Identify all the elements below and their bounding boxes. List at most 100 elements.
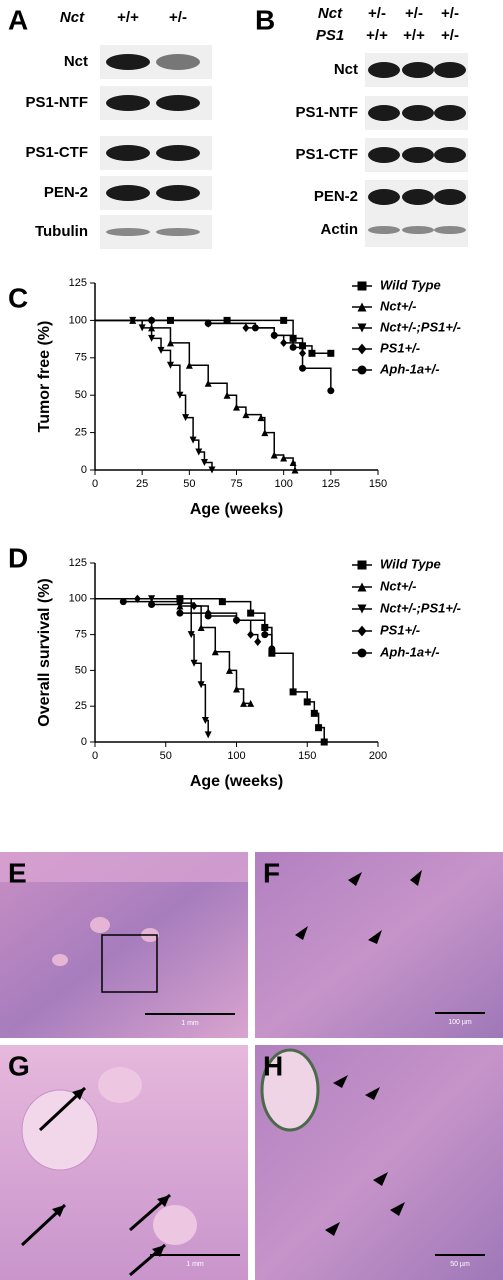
marker [189,436,197,444]
marker [157,346,165,354]
micrograph [255,852,503,1038]
arrowhead [333,1075,348,1088]
legend-label: Aph-1a+/- [379,361,440,376]
blot-band [106,54,150,70]
blot-band [402,147,434,163]
marker [166,339,174,347]
marker [204,731,212,739]
y-axis-label: Tumor free (%) [36,321,53,433]
legend-label: Nct+/-;PS1+/- [380,600,461,615]
blot-band [106,185,150,201]
marker [204,612,212,620]
marker [268,649,276,657]
keratin-pearl [153,1205,197,1245]
lane-label: +/+ [117,9,139,26]
y-tick-label: 100 [69,314,87,326]
marker [291,466,299,474]
keratin [260,1048,320,1132]
marker [225,666,233,674]
km-curve [95,319,296,470]
y-tick-label: 50 [75,389,87,401]
blot-band [156,228,200,236]
panel-letter: C [8,282,28,313]
marker [320,738,328,746]
x-tick-label: 25 [136,478,148,490]
marker [257,414,265,422]
marker [204,379,212,387]
y-tick-label: 0 [81,736,87,748]
blot-band [368,189,400,205]
micrograph [0,852,248,1038]
arrowhead [368,930,382,944]
x-tick-label: 150 [298,750,316,762]
x-axis-label: Age (weeks) [190,773,283,790]
marker [254,637,262,646]
marker [233,616,240,624]
marker [327,387,335,395]
marker [289,343,297,351]
legend-marker [357,302,367,312]
marker [211,648,219,656]
marker [190,659,198,667]
marker [289,459,297,467]
y-tick-label: 75 [75,352,87,364]
marker [223,391,231,399]
panel-letter: E [8,857,27,888]
marker [247,699,255,707]
scale-bar-label: 1 mm [186,1261,204,1268]
km-curve [95,598,325,742]
panel-letter: G [8,1050,30,1081]
keratin-pearl [21,1089,99,1171]
blot-band [368,226,400,234]
x-tick-label: 0 [92,478,98,490]
arrowhead [365,1087,380,1100]
arrowheads [52,870,422,1257]
marker [308,349,316,357]
lane-label: +/- [441,27,459,44]
legend-marker [357,281,367,291]
row-label: PS1-NTF [295,104,358,121]
blot-band [434,147,466,163]
y-tick-label: 25 [75,700,87,712]
x-tick-label: 100 [227,750,245,762]
marker [268,645,276,653]
blot-band [402,226,434,234]
blot-band [402,62,434,78]
marker [195,448,203,456]
marker [176,598,184,608]
marker [242,323,250,333]
marker [247,630,255,639]
y-tick-label: 100 [69,593,87,605]
lane-label: +/+ [366,27,388,44]
row-label: Actin [321,221,359,238]
marker [303,698,311,706]
km-curve [95,319,332,391]
blot-band [106,145,150,161]
marker [289,688,297,696]
marker [201,717,209,725]
marker [299,364,307,372]
marker [247,609,255,617]
scale-bar-label: 1 mm [181,1020,199,1027]
blot-band [434,62,466,78]
lane-label: +/- [169,9,187,26]
marker [280,338,288,348]
arrowhead [295,926,308,940]
epithelium [0,852,248,882]
blot-band [434,189,466,205]
marker [223,316,231,324]
lane-label: +/- [405,5,423,22]
blot-band [156,145,200,161]
legend-label: Wild Type [380,277,441,292]
scale-bar-label: 100 µm [448,1019,472,1026]
marker [204,319,212,327]
arrowhead [325,1222,340,1236]
genotype-label: PS1 [316,27,344,44]
legend-label: PS1+/- [380,340,420,355]
row-label: PEN-2 [44,184,88,201]
y-tick-label: 25 [75,427,87,439]
marker [233,403,240,411]
row-label: PS1-CTF [25,144,88,161]
row-label: PEN-2 [314,188,358,205]
